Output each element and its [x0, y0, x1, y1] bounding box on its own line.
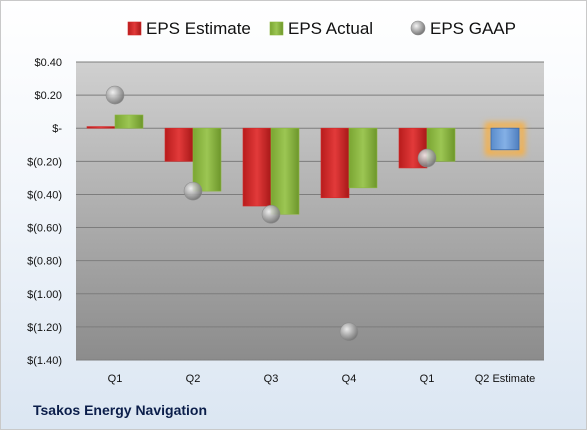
x-tick-label: Q4 — [342, 373, 357, 385]
y-tick-label: $(1.00) — [27, 289, 62, 301]
y-tick-label: $(1.40) — [27, 355, 62, 367]
y-tick-label: $(0.60) — [27, 223, 62, 235]
eps-estimate-bar — [164, 127, 194, 162]
eps-estimate-legend-icon — [127, 21, 142, 36]
y-tick-label: $(0.40) — [27, 189, 62, 201]
y-tick-label: $0.40 — [34, 57, 62, 69]
gridlines — [76, 61, 544, 361]
y-tick-label: $- — [52, 123, 62, 135]
gaap-markers — [105, 85, 437, 342]
y-tick-label: $(1.20) — [27, 322, 62, 334]
eps-estimate-bar — [86, 126, 116, 129]
q2-estimate-bar — [490, 127, 520, 151]
eps-estimate-bar — [242, 127, 272, 207]
eps-gaap-marker — [261, 205, 281, 224]
eps-estimate-bar — [320, 127, 350, 199]
legend: EPS Estimate EPS Actual EPS GAAP — [127, 19, 516, 38]
y-axis: $0.40 $0.20 $- $(0.20) $(0.40) $(0.60) $(0.80)… — [27, 57, 62, 367]
company-name: Tsakos Energy Navigation — [33, 402, 208, 418]
estimate-highlight-glow — [485, 122, 525, 156]
eps-gaap-legend-icon — [410, 20, 426, 36]
eps-actual-bar — [192, 127, 222, 192]
x-tick-label: Q1 — [108, 373, 123, 385]
legend-label: EPS GAAP — [430, 19, 516, 38]
y-tick-label: $0.20 — [34, 90, 62, 102]
eps-actual-bar — [348, 127, 378, 189]
eps-gaap-marker — [183, 181, 203, 201]
legend-label: EPS Actual — [288, 19, 373, 38]
eps-gaap-marker — [105, 85, 125, 105]
eps-actual-bar — [270, 127, 300, 215]
x-tick-label: Q2 Estimate — [475, 373, 536, 385]
x-axis: Q1 Q2 Q3 Q4 Q1 Q2 Estimate — [108, 373, 536, 385]
legend-label: EPS Estimate — [146, 19, 251, 38]
eps-actual-bar — [114, 114, 144, 129]
x-tick-label: Q3 — [264, 373, 279, 385]
eps-gaap-marker — [339, 322, 359, 342]
eps-actual-legend-icon — [269, 21, 284, 36]
x-tick-label: Q1 — [420, 373, 435, 385]
y-tick-label: $(0.20) — [27, 156, 62, 168]
y-tick-label: $(0.80) — [27, 256, 62, 268]
eps-gaap-marker — [417, 148, 437, 168]
bars — [86, 114, 525, 215]
x-tick-label: Q2 — [186, 373, 201, 385]
plot-area — [76, 62, 544, 360]
